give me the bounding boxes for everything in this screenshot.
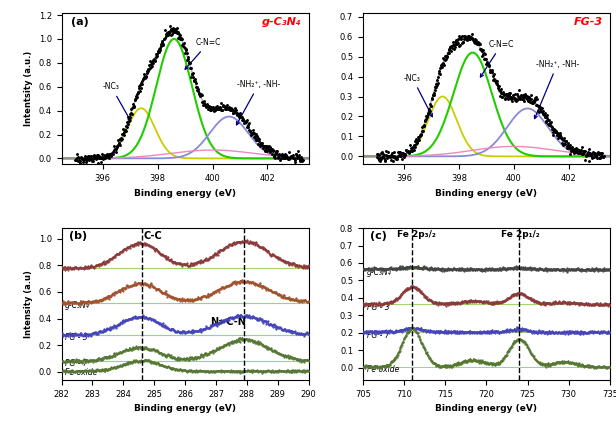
Text: (b): (b) bbox=[69, 231, 87, 241]
Text: C-N=C: C-N=C bbox=[480, 40, 514, 77]
Text: FG-3: FG-3 bbox=[573, 17, 602, 27]
Text: g-C₃N₄: g-C₃N₄ bbox=[65, 301, 89, 310]
Text: -NH₂⁺, -NH-: -NH₂⁺, -NH- bbox=[237, 80, 280, 125]
Text: C-N=C: C-N=C bbox=[185, 38, 221, 69]
Text: g-C₃N₄: g-C₃N₄ bbox=[367, 268, 392, 277]
X-axis label: Binding energy (eV): Binding energy (eV) bbox=[134, 404, 236, 413]
Text: g-C₃N₄: g-C₃N₄ bbox=[261, 17, 301, 27]
Text: Fe oxide: Fe oxide bbox=[65, 368, 97, 377]
Text: N=C-N: N=C-N bbox=[210, 317, 246, 327]
X-axis label: Binding energy (eV): Binding energy (eV) bbox=[436, 189, 537, 197]
Text: FG - 3: FG - 3 bbox=[65, 333, 87, 342]
Text: Fe 2p₁/₂: Fe 2p₁/₂ bbox=[501, 230, 540, 239]
Text: FG - 7: FG - 7 bbox=[367, 330, 390, 340]
Y-axis label: Intensity (a.u): Intensity (a.u) bbox=[24, 270, 33, 338]
Text: Fe oxide: Fe oxide bbox=[367, 365, 399, 374]
Text: -NC₃: -NC₃ bbox=[404, 73, 432, 117]
Y-axis label: Intentsity (a.u.): Intentsity (a.u.) bbox=[24, 51, 33, 126]
Text: (c): (c) bbox=[370, 231, 387, 241]
X-axis label: Binding energy (eV): Binding energy (eV) bbox=[134, 189, 236, 197]
Text: Fe 2p₃/₂: Fe 2p₃/₂ bbox=[397, 230, 436, 239]
Text: -NC₃: -NC₃ bbox=[103, 82, 131, 121]
Text: FG - 3: FG - 3 bbox=[367, 303, 390, 312]
Text: -NH₂⁺, -NH-: -NH₂⁺, -NH- bbox=[535, 60, 579, 119]
Text: C-C: C-C bbox=[144, 231, 162, 241]
Text: FG - 7: FG - 7 bbox=[65, 360, 87, 368]
Text: (a): (a) bbox=[71, 17, 89, 27]
X-axis label: Binding energy (eV): Binding energy (eV) bbox=[436, 404, 537, 413]
